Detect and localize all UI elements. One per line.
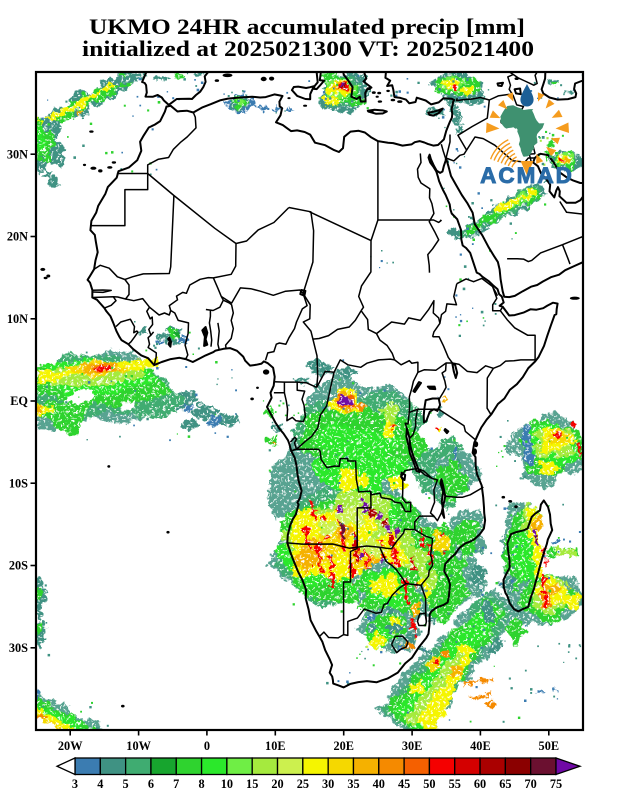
svg-text:40E: 40E [470, 739, 491, 753]
svg-text:UKMO 24HR accumulated precip [: UKMO 24HR accumulated precip [mm] [89, 14, 525, 39]
svg-text:45: 45 [398, 777, 410, 791]
svg-text:ACMAD: ACMAD [480, 163, 574, 188]
svg-text:10W: 10W [126, 739, 151, 753]
svg-text:30N: 30N [7, 147, 28, 161]
svg-text:7: 7 [173, 777, 179, 791]
svg-text:8: 8 [199, 777, 205, 791]
svg-text:20: 20 [271, 777, 283, 791]
svg-text:6: 6 [148, 777, 154, 791]
svg-text:10N: 10N [7, 312, 28, 326]
svg-text:0: 0 [204, 739, 210, 753]
svg-text:35: 35 [347, 777, 359, 791]
svg-text:60: 60 [474, 777, 486, 791]
svg-text:20W: 20W [58, 739, 83, 753]
svg-text:initialized at 2025021300 VT:: initialized at 2025021300 VT: 2025021400 [82, 36, 534, 61]
svg-text:65: 65 [499, 777, 511, 791]
svg-text:3: 3 [72, 777, 78, 791]
svg-text:25: 25 [297, 777, 309, 791]
svg-text:10E: 10E [265, 739, 286, 753]
svg-text:30E: 30E [402, 739, 423, 753]
svg-text:50E: 50E [539, 739, 560, 753]
svg-text:55: 55 [449, 777, 461, 791]
svg-text:5: 5 [123, 777, 129, 791]
svg-text:40: 40 [373, 777, 385, 791]
svg-text:30S: 30S [9, 641, 28, 655]
svg-text:75: 75 [550, 777, 562, 791]
svg-text:EQ: EQ [10, 394, 28, 408]
svg-text:50: 50 [423, 777, 435, 791]
svg-text:15: 15 [246, 777, 258, 791]
svg-text:10S: 10S [9, 476, 28, 490]
svg-text:70: 70 [525, 777, 537, 791]
svg-text:20S: 20S [9, 559, 28, 573]
svg-text:30: 30 [322, 777, 334, 791]
svg-text:20E: 20E [333, 739, 354, 753]
svg-text:4: 4 [97, 777, 103, 791]
svg-text:20N: 20N [7, 230, 28, 244]
svg-text:10: 10 [221, 777, 233, 791]
